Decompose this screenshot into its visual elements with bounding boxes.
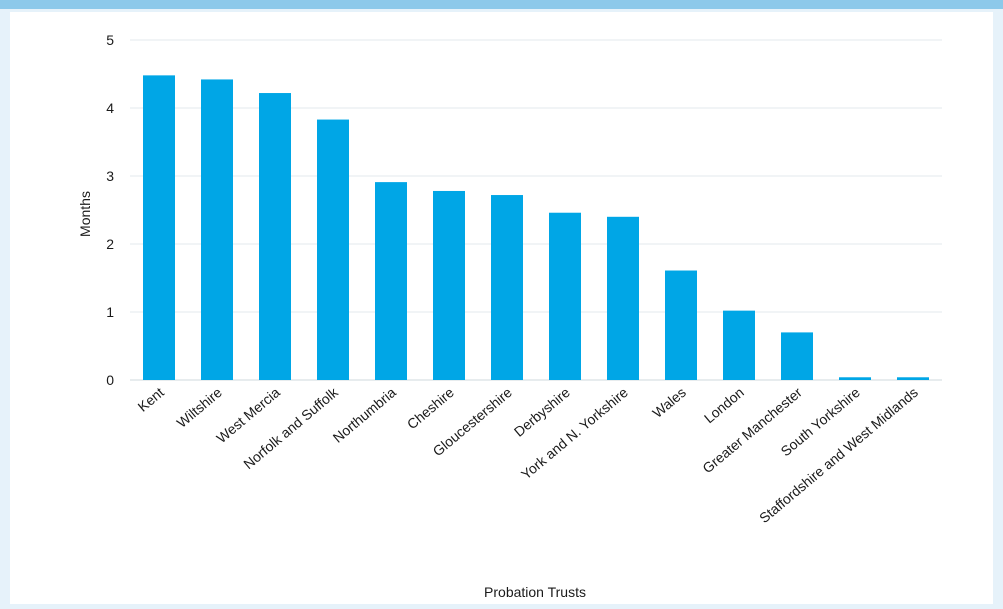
bar (781, 332, 813, 380)
bar (201, 79, 233, 380)
bar (433, 190, 465, 380)
x-tick-label: London (701, 384, 747, 426)
y-tick-label: 5 (106, 32, 114, 48)
y-tick-label: 4 (106, 100, 114, 116)
y-tick-label: 2 (106, 236, 114, 252)
x-tick-label: Kent (135, 384, 167, 415)
x-tick-label: York and N. Yorkshire (518, 384, 631, 483)
x-tick-label: Greater Manchester (699, 384, 805, 476)
bar (259, 93, 291, 380)
bar (317, 119, 349, 380)
bar (607, 216, 639, 380)
bar (665, 270, 697, 380)
bar (839, 377, 871, 380)
bars (143, 75, 929, 381)
bar (491, 195, 523, 380)
bar (143, 75, 175, 381)
bar (549, 212, 581, 380)
x-tick-label: Northumbria (330, 384, 399, 446)
y-tick-label: 3 (106, 168, 114, 184)
y-tick-label: 1 (106, 304, 114, 320)
x-tick-label: Wales (649, 384, 689, 421)
bar (375, 182, 407, 380)
x-tick-label: Wiltshire (174, 384, 226, 431)
x-tick-label: Norfolk and Suffolk (240, 383, 341, 472)
bar (723, 310, 755, 380)
x-axis-label: Probation Trusts (484, 584, 586, 600)
x-tick-label: Cheshire (404, 384, 457, 432)
bar (897, 377, 929, 380)
y-axis-ticks: 0 1 2 3 4 5 (106, 32, 114, 388)
chart-panel: 0 1 2 3 4 5 Kent Wiltshire West Mercia Norfolk a… (10, 12, 993, 604)
y-tick-label: 0 (106, 372, 114, 388)
top-accent-band (0, 0, 1003, 9)
y-axis-label: Months (77, 191, 93, 237)
gridlines (130, 39, 942, 381)
